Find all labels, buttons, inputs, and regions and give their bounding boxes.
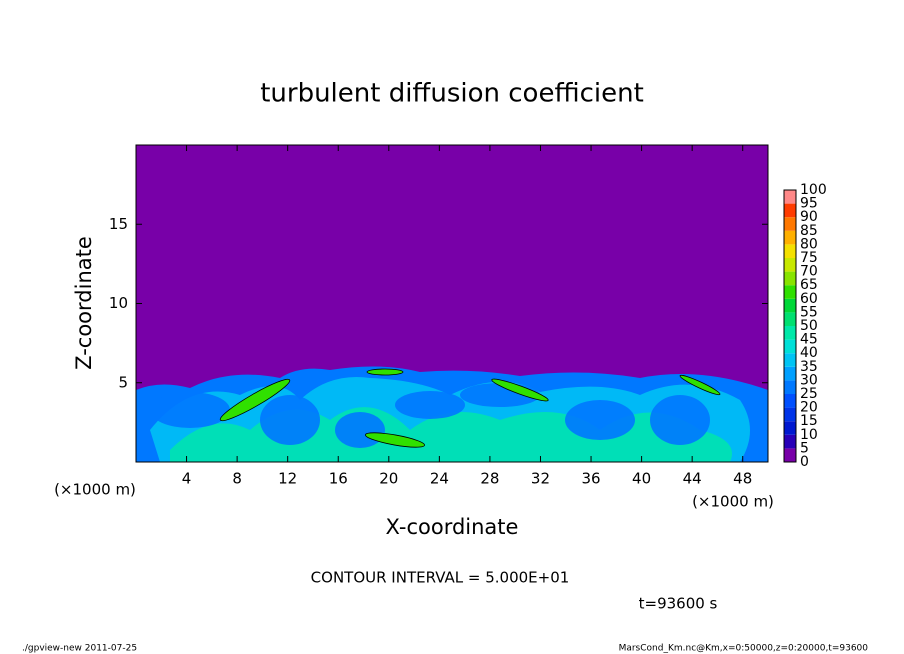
colorbar-label: 75 (800, 250, 818, 266)
colorbar-cell (784, 190, 796, 204)
field-eddy (395, 391, 465, 419)
y-tick-label: 10 (109, 294, 128, 312)
x-tick-label: 44 (683, 470, 702, 488)
colorbar-label: 10 (800, 427, 818, 443)
x-tick-label: 48 (733, 470, 752, 488)
colorbar-label: 30 (800, 372, 818, 388)
colorbar-cell (784, 203, 796, 218)
x-tick-label: 28 (480, 470, 499, 488)
colorbar-cell (784, 326, 796, 340)
colorbar-label: 70 (800, 264, 818, 280)
colorbar-label: 25 (800, 386, 818, 402)
field-eddy (260, 395, 320, 445)
field-streak (219, 378, 291, 422)
x-unit: (×1000 m) (54, 481, 136, 499)
colorbar-label: 90 (800, 209, 818, 225)
colorbar-cell (784, 271, 796, 286)
field-eddy (150, 392, 230, 428)
field-streak (679, 374, 721, 396)
field-streak (365, 432, 425, 448)
field-streak (491, 378, 549, 402)
colorbar-cell (784, 244, 796, 258)
time-label: t=93600 s (639, 595, 718, 613)
x-tick-label: 20 (379, 470, 398, 488)
y-unit: (×1000 m) (692, 493, 774, 511)
colorbar-label: 80 (800, 236, 818, 252)
colorbar-label: 85 (800, 223, 818, 239)
chart-title: turbulent diffusion coefficient (260, 79, 644, 109)
colorbar-cell (784, 258, 796, 272)
x-tick-label: 16 (329, 470, 348, 488)
field (136, 145, 768, 462)
colorbar-label: 60 (800, 291, 818, 307)
field-eddy (335, 412, 385, 448)
y-axis-label: Z-coordinate (72, 236, 96, 370)
colorbar-cell (784, 380, 796, 394)
x-axis-label: X-coordinate (386, 515, 519, 539)
colorbar-cell (784, 230, 796, 245)
colorbar-label: 0 (800, 454, 809, 470)
field-eddy (565, 400, 635, 440)
colorbar-label: 35 (800, 359, 818, 375)
colorbar-label: 100 (800, 182, 827, 198)
colorbar-cell (784, 285, 796, 299)
colorbar-frame (783, 189, 797, 463)
colorbar-label: 95 (800, 196, 818, 212)
colorbar-cell (784, 448, 796, 462)
colorbar-label: 65 (800, 277, 818, 293)
x-tick-label: 40 (632, 470, 651, 488)
colorbar-cell (784, 366, 796, 381)
colorbar-cell (784, 434, 796, 449)
footer-left: ./gpview-new 2011-07-25 (22, 644, 137, 654)
colorbar-cell (784, 298, 796, 313)
colorbar-cell (784, 421, 796, 435)
field-eddy (650, 395, 710, 445)
colorbar-label: 40 (800, 345, 818, 361)
x-tick-label: 32 (531, 470, 550, 488)
colorbar-cell (784, 353, 796, 367)
colorbar-label: 50 (800, 318, 818, 334)
field-streak (366, 368, 404, 376)
footer-right: MarsCond_Km.nc@Km,x=0:50000,z=0:20000,t=… (619, 644, 869, 654)
colorbar-label: 55 (800, 304, 818, 320)
colorbar-label: 15 (800, 413, 818, 429)
colorbar-label: 20 (800, 400, 818, 416)
colorbar-cell (784, 339, 796, 354)
colorbar-cell (784, 217, 796, 231)
contour-interval: CONTOUR INTERVAL = 5.000E+01 (311, 569, 570, 587)
colorbar-cell (784, 312, 796, 326)
colorbar-cell (784, 407, 796, 422)
y-tick-label: 15 (109, 215, 128, 233)
x-tick-label: 24 (430, 470, 449, 488)
colorbar-label: 45 (800, 332, 818, 348)
x-tick-label: 36 (581, 470, 600, 488)
colorbar-label: 5 (800, 440, 809, 456)
x-tick-label: 4 (182, 470, 192, 488)
colorbar-cell (784, 394, 796, 408)
y-tick-label: 5 (118, 373, 128, 391)
x-tick-label: 8 (232, 470, 242, 488)
x-tick-label: 12 (278, 470, 297, 488)
